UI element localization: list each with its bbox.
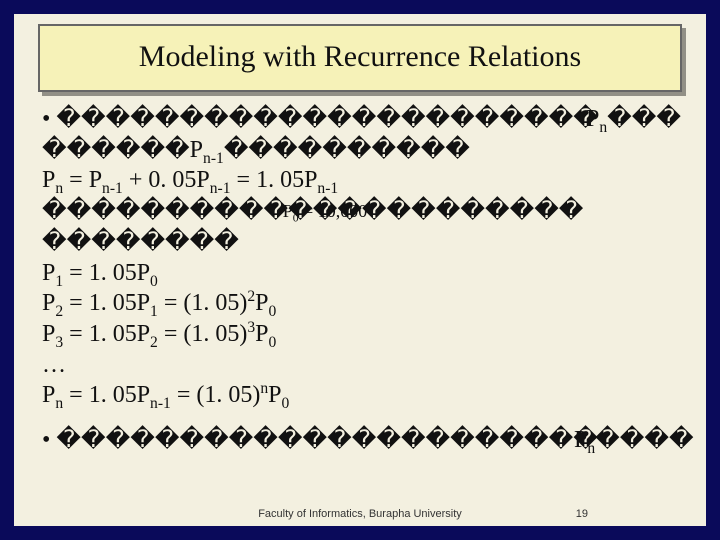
- sub: n-1: [210, 180, 231, 197]
- sub: 1: [55, 272, 63, 289]
- sup: 3: [247, 319, 255, 336]
- eq-text: = 1. 05P: [231, 167, 318, 193]
- eq-p3: P3 = 1. 05P2 = (1. 05)3P0: [42, 319, 678, 350]
- placeholder-boxes: ������: [42, 137, 190, 163]
- eq-text: = P: [63, 167, 102, 193]
- eq-p2: P2 = 1. 05P1 = (1. 05)2P0: [42, 288, 678, 319]
- bullet-2: • ���������������������� Pn����: [42, 425, 678, 456]
- var-pn1: P: [190, 137, 203, 163]
- eq-text: = 10,000: [299, 201, 368, 221]
- placeholder-boxes: ����: [595, 427, 693, 453]
- footer-text: Faculty of Informatics, Burapha Universi…: [14, 508, 706, 520]
- eq-text: = 1. 05P: [63, 260, 150, 286]
- eq-p1: P1 = 1. 05P0: [42, 258, 678, 289]
- placeholder-boxes: ���: [607, 106, 681, 132]
- sub: n-1: [150, 395, 171, 412]
- sub: 0: [269, 303, 277, 320]
- bullet-dot: •: [42, 427, 56, 453]
- sub: n-1: [102, 180, 123, 197]
- eq-text: = (1. 05): [158, 290, 248, 316]
- sub: 2: [55, 303, 63, 320]
- eq-pn-general: Pn = 1. 05Pn-1 = (1. 05)nP0: [42, 380, 678, 411]
- placeholder-boxes: ����������������������: [56, 106, 597, 132]
- placeholder-boxes: ��������: [42, 229, 239, 255]
- overlap-group: ����������: [278, 425, 524, 456]
- line-2: ������Pn-1����������: [42, 135, 678, 166]
- placeholder-boxes: ����������: [224, 137, 470, 163]
- line-5: ��������: [42, 227, 678, 258]
- overflow-right: Pn���: [586, 104, 681, 135]
- sup: n: [260, 380, 268, 397]
- var: P: [255, 290, 268, 316]
- var: P: [42, 260, 55, 286]
- sub-n: n: [599, 119, 607, 136]
- line-4: ��������������P0 = 10,000 ��������: [42, 196, 678, 227]
- var: P: [42, 382, 55, 408]
- eq-text: = 1. 05P: [63, 382, 150, 408]
- var-pn: P: [574, 427, 587, 453]
- placeholder-boxes: �: [387, 198, 412, 224]
- sub-n: n: [587, 440, 595, 457]
- var-p0: P: [283, 201, 293, 221]
- var: P: [268, 382, 281, 408]
- var: P: [42, 321, 55, 347]
- overlap-group: �����P0 = 10,000: [263, 196, 386, 227]
- page-number: 19: [576, 508, 588, 520]
- sub: n-1: [317, 180, 338, 197]
- slide-title: Modeling with Recurrence Relations: [50, 40, 670, 74]
- initial-condition: P0 = 10,000: [283, 200, 368, 223]
- placeholder-boxes: �������: [411, 198, 583, 224]
- sub: 2: [150, 334, 158, 351]
- sub: n: [55, 180, 63, 197]
- placeholder-boxes: ���������: [56, 427, 277, 453]
- eq-text: = (1. 05): [158, 321, 248, 347]
- ellipsis: …: [42, 350, 678, 381]
- eq-text: = 1. 05P: [63, 290, 150, 316]
- sub: 0: [282, 395, 290, 412]
- dots: …: [42, 352, 66, 378]
- placeholder-boxes: ���������: [42, 198, 263, 224]
- sub: 3: [55, 334, 63, 351]
- sub: n: [55, 395, 63, 412]
- eq-pn: P: [42, 167, 55, 193]
- sub: 0: [269, 334, 277, 351]
- title-box: Modeling with Recurrence Relations: [38, 24, 682, 92]
- recurrence-equation: Pn = Pn-1 + 0. 05Pn-1 = 1. 05Pn-1: [42, 165, 678, 196]
- slide-body: • ���������������������� Pn��� ������Pn-…: [42, 104, 678, 456]
- eq-text: = 1. 05P: [63, 321, 150, 347]
- sub: 0: [150, 272, 158, 289]
- slide: Modeling with Recurrence Relations • ���…: [0, 0, 720, 540]
- bullet-dot: •: [42, 106, 56, 132]
- sub: 1: [150, 303, 158, 320]
- eq-text: = (1. 05): [171, 382, 261, 408]
- overflow-right: Pn����: [574, 425, 694, 456]
- placeholder-boxes: ����������: [278, 427, 524, 453]
- eq-text: + 0. 05P: [123, 167, 210, 193]
- var-pn: P: [586, 106, 599, 132]
- sup: 2: [247, 288, 255, 305]
- var: P: [42, 290, 55, 316]
- var: P: [255, 321, 268, 347]
- sub-n1: n-1: [203, 150, 224, 167]
- bullet-1: • ���������������������� Pn���: [42, 104, 678, 135]
